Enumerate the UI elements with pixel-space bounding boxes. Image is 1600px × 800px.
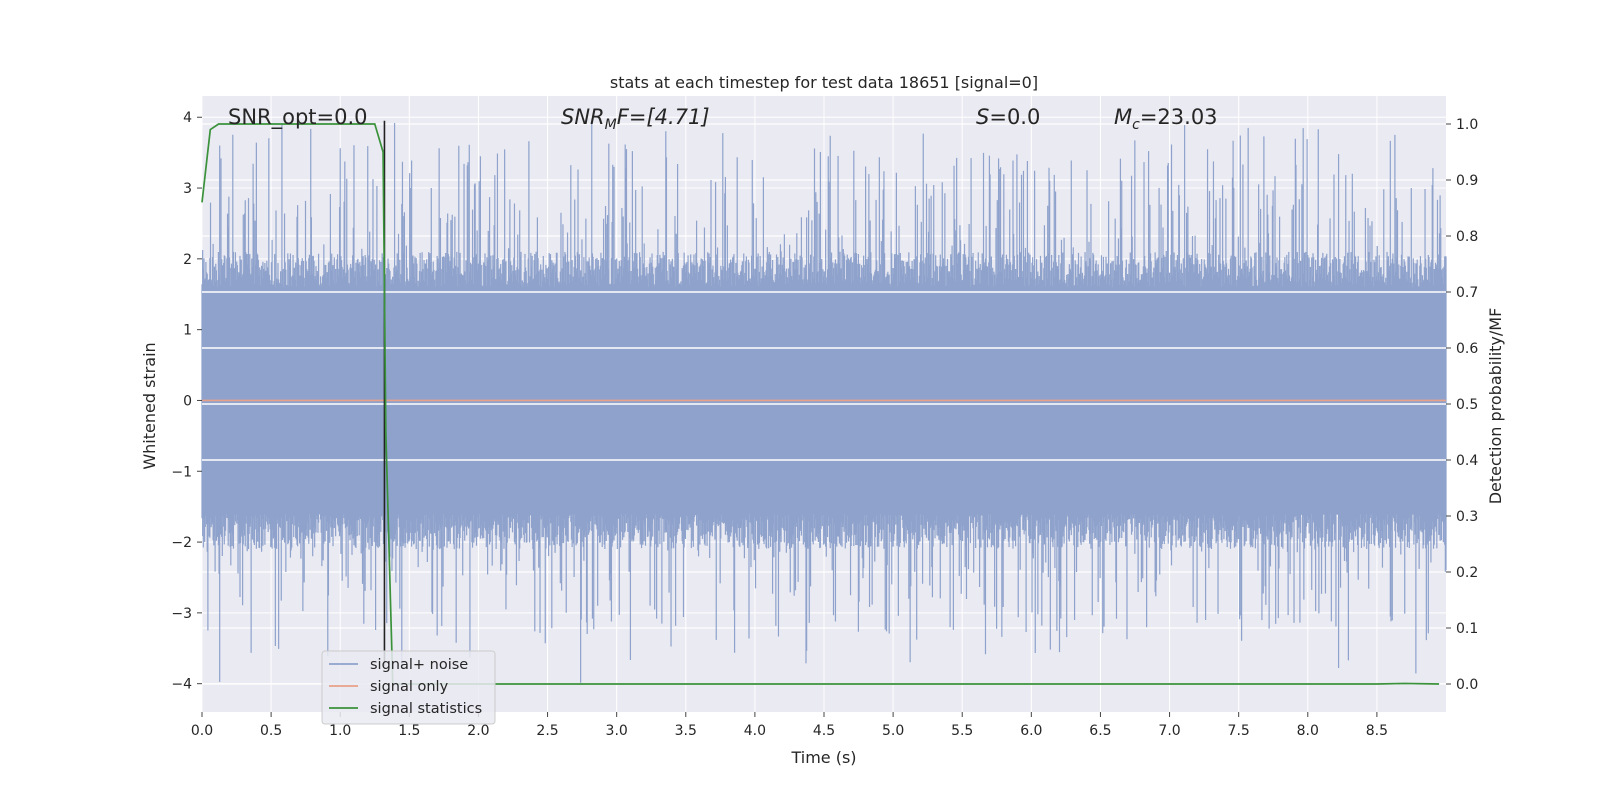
x-tick-label: 0.5 — [260, 723, 282, 739]
x-tick-label: 4.0 — [744, 723, 766, 739]
y-tick-label: −2 — [171, 535, 192, 551]
signal-statistics-line — [201, 123, 1440, 685]
x-tick-label: 3.5 — [675, 723, 697, 739]
y-tick-label: 2 — [183, 252, 192, 268]
x-tick-label: 2.5 — [536, 723, 558, 739]
legend-box — [321, 650, 496, 725]
x-tick-label: 6.5 — [1089, 723, 1111, 739]
y-axis-ticks: 4 3 2 1 0 −1 −2 −3 −4 — [171, 110, 202, 693]
statistics-series — [201, 123, 1440, 685]
legend-label-signal-statistics: signal statistics — [370, 701, 482, 717]
x-tick-label: 0.0 — [191, 723, 213, 739]
x-tick-label: 2.0 — [467, 723, 489, 739]
x-tick-label: 1.5 — [398, 723, 420, 739]
x-tick-label: 5.5 — [951, 723, 973, 739]
y2-tick-label: 0.2 — [1456, 565, 1478, 581]
y2-tick-label: 0.1 — [1456, 621, 1478, 637]
y-axis-label: Whitened strain — [140, 342, 159, 469]
x-tick-label: 3.0 — [606, 723, 628, 739]
y2-tick-label: 0.0 — [1456, 677, 1478, 693]
x-tick-label: 7.5 — [1228, 723, 1250, 739]
legend-label-signal-noise: signal+ noise — [370, 657, 468, 673]
y-tick-label: 1 — [183, 323, 192, 339]
y-tick-label: −3 — [171, 606, 192, 622]
x-tick-label: 8.0 — [1297, 723, 1319, 739]
annotation-s: S=0.0 — [976, 105, 1040, 129]
y-tick-label: −4 — [171, 677, 192, 693]
x-tick-label: 5.0 — [882, 723, 904, 739]
y2-tick-label: 0.9 — [1456, 173, 1478, 189]
y-tick-label: 4 — [183, 110, 192, 126]
y-tick-label: −1 — [171, 464, 192, 480]
y2-axis-label: Detection probability/MF — [1486, 308, 1505, 505]
y2-tick-label: 0.8 — [1456, 229, 1478, 245]
x-tick-label: 7.0 — [1158, 723, 1180, 739]
y2-tick-label: 1.0 — [1456, 117, 1478, 133]
y2-tick-label: 0.7 — [1456, 285, 1478, 301]
y2-tick-label: 0.3 — [1456, 509, 1478, 525]
x-tick-label: 1.0 — [329, 723, 351, 739]
x-tick-label: 8.5 — [1366, 723, 1388, 739]
y2-tick-label: 0.5 — [1456, 397, 1478, 413]
y-tick-label: 3 — [183, 181, 192, 197]
x-tick-label: 4.5 — [813, 723, 835, 739]
legend: signal+ noise signal only signal statist… — [321, 650, 496, 725]
y2-tick-label: 0.4 — [1456, 453, 1478, 469]
annotation-snr-opt: SNR_opt=0.0 — [228, 105, 368, 130]
y2-tick-label: 0.6 — [1456, 341, 1478, 357]
chart-title: stats at each timestep for test data 186… — [610, 73, 1038, 92]
y2-axis-ticks: 1.0 0.9 0.8 0.7 0.6 0.5 0.4 0.3 0.2 0.1 0.0 — [1446, 117, 1478, 693]
annotation-mc: Mc=23.03 — [1114, 105, 1218, 133]
x-tick-label: 6.0 — [1020, 723, 1042, 739]
y-tick-label: 0 — [183, 393, 192, 409]
legend-label-signal-only: signal only — [370, 679, 449, 695]
x-axis-label: Time (s) — [790, 748, 856, 767]
annotation-snr-mf: SNRMF=[4.71] — [561, 105, 710, 133]
x-axis-ticks: 0.0 0.5 1.0 1.5 2.0 2.5 3.0 3.5 4.0 4.5 5.0 5.5 6.0 6… — [191, 712, 1388, 739]
